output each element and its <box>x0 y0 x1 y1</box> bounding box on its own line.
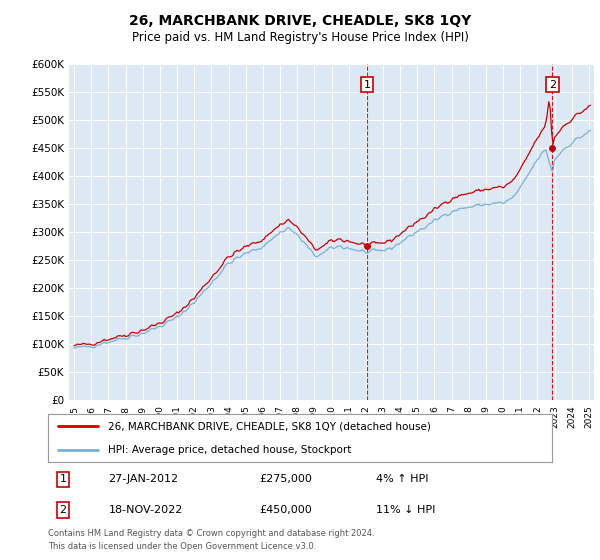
Text: 18-NOV-2022: 18-NOV-2022 <box>109 505 183 515</box>
Text: 27-JAN-2012: 27-JAN-2012 <box>109 474 179 484</box>
Text: This data is licensed under the Open Government Licence v3.0.: This data is licensed under the Open Gov… <box>48 542 316 550</box>
Text: 11% ↓ HPI: 11% ↓ HPI <box>376 505 435 515</box>
Text: Price paid vs. HM Land Registry's House Price Index (HPI): Price paid vs. HM Land Registry's House … <box>131 31 469 44</box>
Text: 26, MARCHBANK DRIVE, CHEADLE, SK8 1QY (detached house): 26, MARCHBANK DRIVE, CHEADLE, SK8 1QY (d… <box>109 421 431 431</box>
Text: 4% ↑ HPI: 4% ↑ HPI <box>376 474 428 484</box>
Text: 26, MARCHBANK DRIVE, CHEADLE, SK8 1QY: 26, MARCHBANK DRIVE, CHEADLE, SK8 1QY <box>129 14 471 28</box>
Text: 2: 2 <box>549 80 556 90</box>
Text: 2: 2 <box>59 505 67 515</box>
Text: £450,000: £450,000 <box>260 505 313 515</box>
Text: 1: 1 <box>59 474 67 484</box>
Text: 1: 1 <box>364 80 371 90</box>
Text: £275,000: £275,000 <box>260 474 313 484</box>
Text: Contains HM Land Registry data © Crown copyright and database right 2024.: Contains HM Land Registry data © Crown c… <box>48 529 374 538</box>
Text: HPI: Average price, detached house, Stockport: HPI: Average price, detached house, Stoc… <box>109 445 352 455</box>
